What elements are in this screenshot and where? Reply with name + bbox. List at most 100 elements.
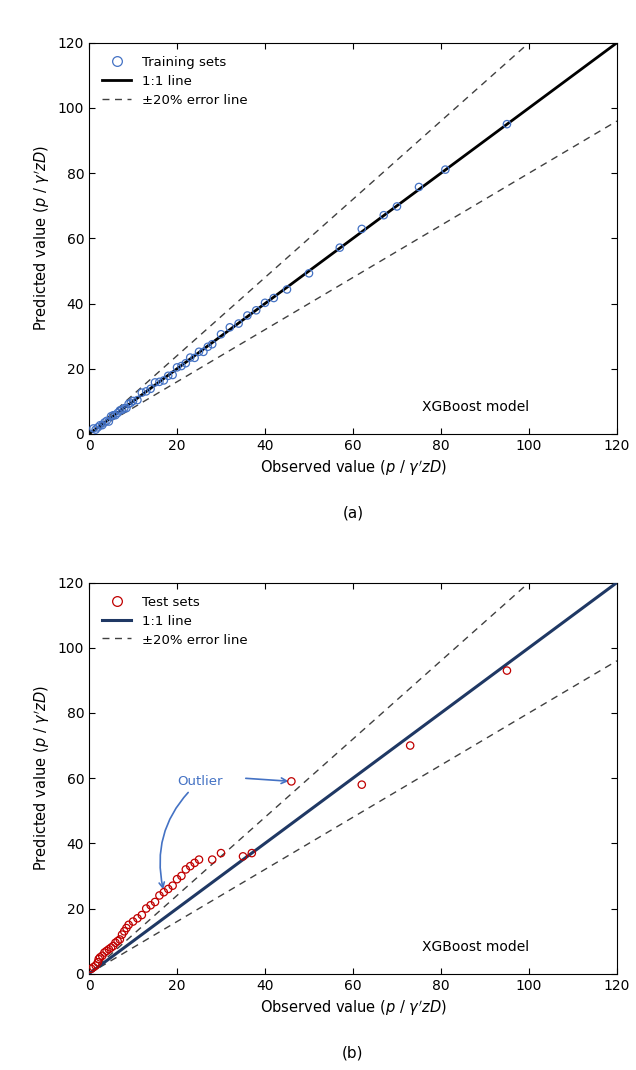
Point bbox=[155, 373, 165, 391]
Point bbox=[150, 893, 160, 911]
Point bbox=[207, 851, 218, 868]
Point bbox=[233, 315, 244, 332]
Point bbox=[181, 354, 191, 371]
Point bbox=[99, 414, 109, 431]
Text: Outlier: Outlier bbox=[159, 775, 223, 888]
Point bbox=[128, 913, 138, 930]
Point bbox=[102, 943, 112, 960]
Point bbox=[108, 937, 118, 954]
Point bbox=[114, 931, 125, 948]
Point bbox=[111, 407, 121, 424]
Y-axis label: Predicted value ($p$ / $\gamma^{\prime}zD$): Predicted value ($p$ / $\gamma^{\prime}z… bbox=[32, 146, 52, 332]
Point bbox=[114, 402, 125, 419]
Point bbox=[190, 854, 200, 871]
Point bbox=[247, 844, 257, 861]
Point bbox=[117, 401, 127, 418]
Point bbox=[106, 408, 116, 425]
Point bbox=[185, 349, 195, 366]
Point bbox=[90, 957, 100, 974]
Point bbox=[104, 413, 114, 430]
Point bbox=[203, 338, 213, 355]
Point bbox=[97, 947, 107, 964]
Point bbox=[150, 373, 160, 391]
Point bbox=[88, 959, 99, 976]
Point bbox=[113, 404, 123, 422]
Point bbox=[378, 207, 389, 224]
Point bbox=[121, 919, 132, 936]
Point bbox=[119, 922, 129, 939]
Point bbox=[86, 960, 96, 977]
Point bbox=[159, 372, 169, 389]
Point bbox=[128, 393, 138, 410]
Point bbox=[137, 906, 147, 923]
Point bbox=[286, 773, 296, 790]
Point bbox=[126, 394, 136, 411]
Point bbox=[93, 953, 103, 970]
Point bbox=[97, 416, 107, 433]
Point bbox=[216, 844, 226, 861]
Point bbox=[502, 116, 512, 133]
Point bbox=[141, 383, 151, 400]
Point bbox=[99, 944, 109, 961]
Point bbox=[108, 407, 118, 424]
Point bbox=[269, 290, 279, 307]
Point bbox=[198, 343, 209, 361]
Point bbox=[440, 162, 450, 179]
Point bbox=[132, 392, 142, 409]
Point bbox=[282, 281, 292, 299]
Point bbox=[216, 325, 226, 342]
Point bbox=[123, 916, 134, 933]
Text: (a): (a) bbox=[342, 506, 364, 521]
Point bbox=[90, 422, 100, 439]
Text: XGBoost model: XGBoost model bbox=[422, 941, 529, 954]
Point bbox=[172, 358, 182, 376]
Point bbox=[405, 737, 415, 754]
Point bbox=[95, 416, 105, 433]
Point bbox=[167, 877, 177, 895]
Point bbox=[102, 412, 112, 429]
Point bbox=[163, 367, 173, 384]
Point bbox=[260, 294, 270, 311]
Point bbox=[502, 662, 512, 679]
Point bbox=[181, 861, 191, 878]
Y-axis label: Predicted value ($p$ / $\gamma^{\prime}zD$): Predicted value ($p$ / $\gamma^{\prime}z… bbox=[32, 685, 52, 871]
X-axis label: Observed value ($p$ / $\gamma^{\prime}zD$): Observed value ($p$ / $\gamma^{\prime}zD… bbox=[259, 998, 446, 1018]
Point bbox=[242, 307, 252, 324]
Point bbox=[146, 380, 156, 397]
Point bbox=[414, 179, 424, 196]
Point bbox=[146, 897, 156, 914]
Point bbox=[357, 776, 367, 793]
Point bbox=[194, 343, 204, 361]
Point bbox=[172, 871, 182, 888]
Point bbox=[93, 418, 103, 435]
Point bbox=[207, 336, 218, 353]
Text: XGBoost model: XGBoost model bbox=[422, 400, 529, 414]
Point bbox=[137, 384, 147, 401]
Point bbox=[119, 399, 129, 416]
Point bbox=[141, 900, 151, 917]
Point bbox=[225, 319, 235, 336]
Point bbox=[238, 847, 248, 865]
Point bbox=[95, 949, 105, 966]
Point bbox=[104, 941, 114, 958]
Point bbox=[117, 926, 127, 943]
Text: (b): (b) bbox=[342, 1045, 364, 1060]
Point bbox=[163, 881, 173, 898]
Point bbox=[335, 239, 345, 256]
Point bbox=[121, 399, 132, 416]
Point bbox=[113, 933, 123, 950]
Legend: Training sets, 1:1 line, ±20% error line: Training sets, 1:1 line, ±20% error line bbox=[95, 49, 254, 113]
Point bbox=[194, 851, 204, 868]
Point bbox=[251, 302, 261, 319]
Point bbox=[132, 910, 142, 927]
Point bbox=[106, 939, 116, 957]
X-axis label: Observed value ($p$ / $\gamma^{\prime}zD$): Observed value ($p$ / $\gamma^{\prime}zD… bbox=[259, 458, 446, 478]
Point bbox=[155, 887, 165, 904]
Point bbox=[88, 419, 99, 437]
Point bbox=[304, 264, 314, 281]
Legend: Test sets, 1:1 line, ±20% error line: Test sets, 1:1 line, ±20% error line bbox=[95, 590, 254, 653]
Point bbox=[111, 934, 121, 951]
Point bbox=[392, 198, 402, 215]
Point bbox=[176, 868, 186, 885]
Point bbox=[123, 395, 134, 412]
